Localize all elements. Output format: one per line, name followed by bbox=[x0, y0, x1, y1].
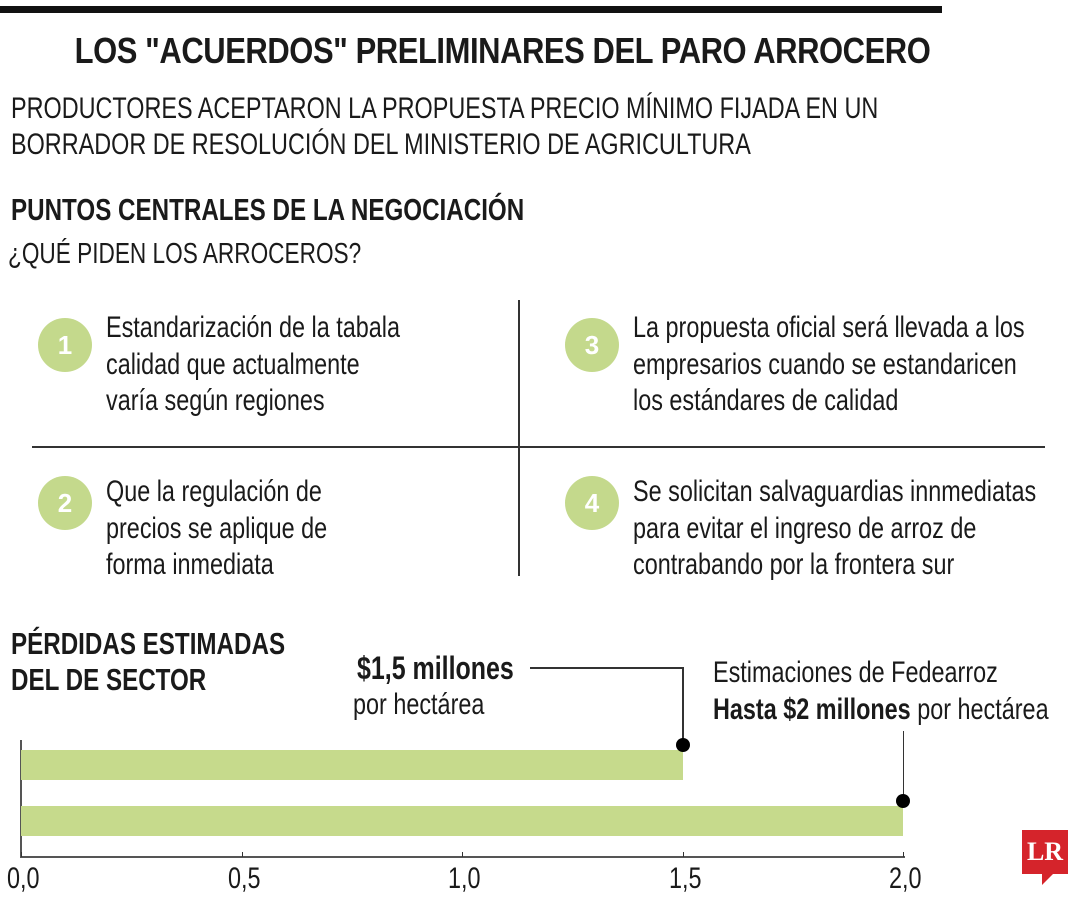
leader-line-2-vertical bbox=[902, 731, 904, 801]
point-line: varía según regiones bbox=[106, 384, 325, 417]
section-heading: PUNTOS CENTRALES DE LA NEGOCIACIÓN bbox=[11, 192, 525, 227]
point-line: Que la regulación de bbox=[106, 475, 322, 508]
subtitle-line-2: BORRADOR DE RESOLUCIÓN DEL MINISTERIO DE… bbox=[11, 128, 751, 161]
lr-logo: LR bbox=[1022, 830, 1068, 874]
section-question: ¿QUÉ PIDEN LOS ARROCEROS? bbox=[8, 238, 362, 270]
point-text: Se solicitan salvaguardias innmediatas p… bbox=[633, 474, 1036, 584]
top-rule bbox=[0, 6, 942, 13]
annotation-1-value: $1,5 millones bbox=[357, 650, 514, 686]
number-badge: 4 bbox=[565, 476, 619, 530]
number-badge: 3 bbox=[565, 318, 619, 372]
point-line: forma inmediata bbox=[106, 548, 274, 581]
bar-end-marker-1 bbox=[675, 738, 690, 752]
point-line: calidad que actualmente bbox=[106, 347, 360, 381]
point-line: precios se aplique de bbox=[106, 511, 328, 545]
annotation-2-text: Hasta $2 millones por hectárea bbox=[713, 693, 1049, 727]
point-line: contrabando por la frontera sur bbox=[633, 548, 955, 581]
grid-divider-vertical bbox=[518, 300, 520, 576]
point-text: La propuesta oficial será llevada a los … bbox=[633, 310, 1025, 420]
number-badge: 2 bbox=[38, 476, 92, 530]
chart-title: PÉRDIDAS ESTIMADAS DEL DE SECTOR bbox=[11, 626, 285, 698]
grid-divider-horizontal bbox=[32, 446, 1045, 448]
point-line: La propuesta oficial será llevada a los bbox=[633, 311, 1025, 344]
number-badge: 1 bbox=[38, 318, 92, 372]
leader-line-1-horizontal bbox=[530, 667, 682, 669]
annotation-1-unit: por hectárea bbox=[353, 688, 485, 721]
x-tick-mark bbox=[903, 852, 904, 857]
annotation-2-source: Estimaciones de Fedearroz bbox=[713, 656, 998, 689]
bar-1 bbox=[21, 750, 683, 780]
x-tick-mark bbox=[682, 852, 684, 857]
bar-2 bbox=[21, 806, 903, 836]
x-tick-label: 0,0 bbox=[7, 862, 40, 895]
subtitle-line-1: PRODUCTORES ACEPTARON LA PROPUESTA PRECI… bbox=[11, 92, 879, 125]
point-text: Que la regulación de precios se aplique … bbox=[106, 474, 327, 584]
point-line: empresarios cuando se estandaricen bbox=[633, 347, 1017, 381]
page-title: LOS "ACUERDOS" PRELIMINARES DEL PARO ARR… bbox=[74, 30, 931, 71]
chart-title-line: PÉRDIDAS ESTIMADAS bbox=[11, 626, 286, 661]
x-tick-label: 1,0 bbox=[448, 862, 481, 895]
annotation-2-value: Hasta $2 millones bbox=[713, 693, 911, 726]
annotation-2-unit: por hectárea bbox=[910, 693, 1049, 726]
y-axis-line bbox=[20, 740, 22, 858]
x-tick-mark bbox=[241, 852, 243, 857]
bar-end-marker-2 bbox=[896, 794, 910, 808]
leader-line-1-vertical bbox=[682, 667, 684, 745]
logo-text: LR bbox=[1026, 837, 1064, 866]
point-text: Estandarización de la tabala calidad que… bbox=[106, 310, 400, 420]
x-tick-mark bbox=[462, 852, 463, 857]
point-line: Estandarización de la tabala bbox=[106, 311, 400, 344]
chart-title-line: DEL DE SECTOR bbox=[11, 662, 207, 697]
x-tick-label: 2,0 bbox=[889, 862, 922, 895]
point-line: Se solicitan salvaguardias innmediatas bbox=[633, 475, 1037, 508]
point-line: para evitar el ingreso de arroz de bbox=[633, 511, 977, 545]
logo-tail bbox=[1042, 873, 1054, 885]
x-tick-label: 0,5 bbox=[227, 862, 261, 895]
point-line: los estándares de calidad bbox=[633, 384, 899, 417]
x-tick-label: 1,5 bbox=[668, 862, 702, 895]
x-tick-mark bbox=[21, 852, 22, 857]
